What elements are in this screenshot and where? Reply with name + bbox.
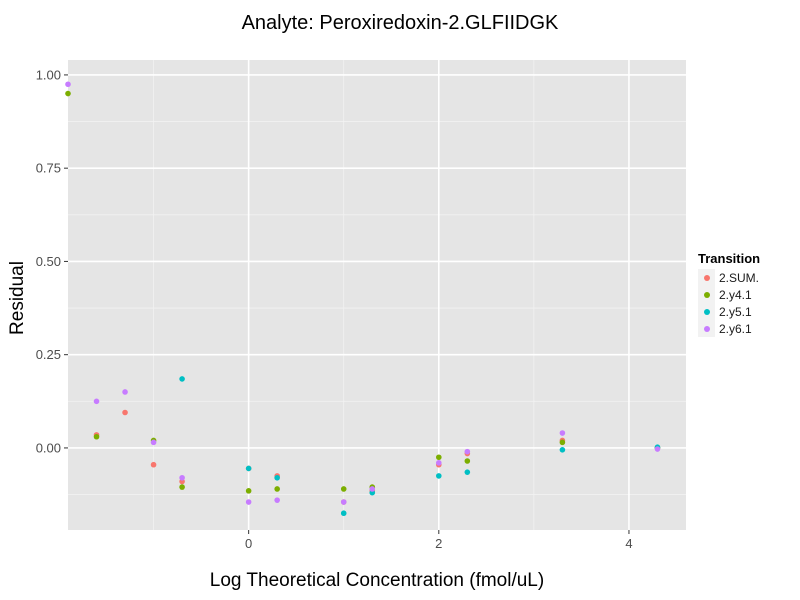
grid-lines <box>68 60 686 530</box>
data-point <box>150 461 157 468</box>
data-point <box>245 488 252 494</box>
data-points <box>65 81 661 517</box>
data-point <box>179 484 185 490</box>
data-point <box>274 497 280 503</box>
axis-ticks: 0 2 4 0.00 0.25 0.50 0.75 1.00 <box>36 67 633 551</box>
data-point <box>65 90 71 97</box>
data-point <box>179 474 185 481</box>
legend-label: 2.y6.1 <box>719 321 752 336</box>
y-tick-label: 0.00 <box>36 440 61 455</box>
y-tick-label: 0.75 <box>36 161 61 176</box>
y-axis-label: Residual <box>7 261 28 335</box>
legend-item-y4: 2.y4.1 <box>698 286 760 303</box>
data-point <box>274 486 280 492</box>
data-point <box>654 446 661 452</box>
legend-swatch <box>703 325 710 332</box>
legend-item-y6: 2.y6.1 <box>698 320 760 337</box>
y-tick-label: 1.00 <box>36 67 61 82</box>
data-point <box>436 473 442 479</box>
data-point <box>436 460 442 466</box>
data-point <box>245 499 252 505</box>
data-point <box>274 474 280 481</box>
data-point <box>150 439 157 446</box>
legend-item-y5: 2.y5.1 <box>698 303 760 320</box>
data-point <box>245 465 252 472</box>
data-point <box>464 458 471 464</box>
data-point <box>464 469 471 475</box>
data-point <box>93 398 100 405</box>
legend-swatch <box>703 308 710 315</box>
legend-label: 2.SUM. <box>719 270 760 285</box>
data-point <box>65 81 71 88</box>
legend-label: 2.y4.1 <box>719 287 752 302</box>
x-axis-label: Log Theoretical Concentration (fmol/uL) <box>209 570 545 591</box>
legend-item-sum: 2.SUM. <box>698 269 760 286</box>
data-point <box>122 389 128 395</box>
data-point <box>122 409 128 416</box>
x-tick-label: 0 <box>245 536 252 551</box>
data-point <box>179 376 185 382</box>
data-point <box>436 454 442 461</box>
data-point <box>340 499 347 505</box>
data-point <box>340 510 347 517</box>
plot-panel <box>68 60 686 530</box>
y-tick-label: 0.25 <box>36 347 61 362</box>
legend: Transition 2.SUM. 2.y4.1 2.y5.1 2.y6.1 <box>698 251 760 337</box>
data-point <box>559 430 566 436</box>
data-point <box>464 448 471 455</box>
data-point <box>559 439 566 446</box>
legend-swatch <box>703 291 710 298</box>
legend-title: Transition <box>698 251 761 266</box>
legend-swatch <box>703 274 710 281</box>
data-point <box>369 486 376 492</box>
legend-label: 2.y5.1 <box>719 304 752 319</box>
data-point <box>93 433 100 440</box>
x-tick-label: 2 <box>435 536 442 551</box>
y-tick-label: 0.50 <box>36 254 61 269</box>
data-point <box>340 486 347 492</box>
x-tick-label: 4 <box>625 536 632 551</box>
chart-title: Analyte: Peroxiredoxin-2.GLFIIDGK <box>241 12 559 34</box>
data-point <box>559 447 566 453</box>
